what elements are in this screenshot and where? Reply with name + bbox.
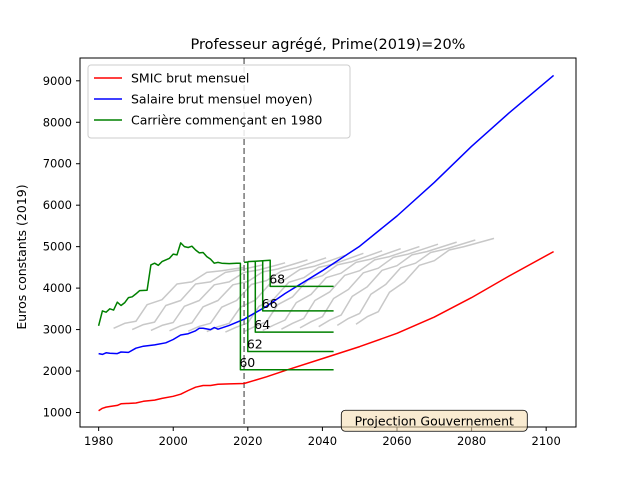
y-tick-label: 4000: [43, 281, 72, 295]
legend-label: Salaire brut mensuel moyen): [131, 92, 313, 107]
retirement-step-line: [255, 259, 334, 312]
grey-career-line: [299, 243, 439, 329]
x-tick-label: 2100: [532, 434, 561, 448]
age-annotation: 60: [239, 355, 255, 370]
retirement-step-line: [244, 261, 334, 353]
y-tick-label: 6000: [43, 198, 72, 212]
x-tick-label: 2020: [233, 434, 262, 448]
y-axis-label: Euros constants (2019): [14, 184, 29, 329]
grey-career-line: [355, 237, 495, 325]
retirement-step-line: [247, 260, 334, 333]
projection-box: Projection Gouvernement: [340, 409, 528, 432]
series-line-1: [98, 74, 555, 356]
legend-label: SMIC brut mensuel: [131, 71, 249, 86]
age-annotation: 64: [254, 317, 270, 332]
grey-career-line: [113, 266, 245, 329]
grey-career-lines: [113, 237, 495, 333]
grey-career-line: [225, 252, 364, 333]
chart-title: Professeur agrégé, Prime(2019)=20%: [191, 37, 466, 53]
x-tick-label: 2060: [382, 434, 411, 448]
age-annotation: 62: [247, 337, 263, 352]
x-tick-label: 2080: [457, 434, 486, 448]
grey-career-line: [150, 262, 286, 332]
y-tick-label: 8000: [43, 115, 72, 129]
grey-career-line: [318, 241, 457, 328]
legend-box: [87, 64, 351, 139]
x-tick-label: 2040: [308, 434, 337, 448]
y-tick-label: 9000: [43, 74, 72, 88]
age-annotations: 60 62 64 66 68: [239, 271, 285, 369]
grey-career-line: [131, 264, 263, 331]
y-tick-label: 2000: [43, 364, 72, 378]
y-tick-label: 3000: [43, 323, 72, 337]
age-annotation: 68: [269, 271, 285, 286]
grey-career-line: [281, 245, 420, 330]
x-tick-label: 2000: [159, 434, 188, 448]
main-series: [97, 58, 555, 427]
grey-career-line: [336, 239, 476, 327]
y-tick-label: 5000: [43, 240, 72, 254]
axes: 1980 2000 2020 2040 2060 2080 2100 1000 2000 3000…: [43, 57, 577, 448]
legend: SMIC brut mensuel Salaire brut mensuel mo…: [87, 64, 351, 139]
projection-box-label: Projection Gouvernement: [355, 413, 514, 428]
projection-box-frame: [340, 409, 528, 432]
y-tick-label: 1000: [43, 405, 72, 419]
retirement-step-line: [262, 259, 334, 288]
grey-career-line: [243, 250, 383, 333]
series-line-2: [97, 242, 334, 371]
legend-label: Carrière commençant en 1980: [131, 113, 322, 128]
age-annotation: 66: [262, 296, 278, 311]
x-tick-label: 1980: [84, 434, 113, 448]
plot-frame: [79, 57, 577, 428]
y-tick-label: 7000: [43, 157, 72, 171]
series-line-0: [98, 250, 554, 412]
